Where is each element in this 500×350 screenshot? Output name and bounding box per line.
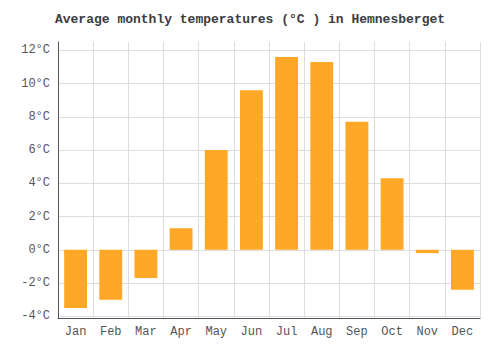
svg-text:4°C: 4°C (28, 176, 50, 190)
svg-text:-4°C: -4°C (21, 309, 50, 323)
svg-text:10°C: 10°C (21, 77, 50, 91)
svg-text:12°C: 12°C (21, 43, 50, 57)
svg-text:8°C: 8°C (28, 110, 50, 124)
svg-text:-2°C: -2°C (21, 276, 50, 290)
svg-text:Average monthly temperatures (: Average monthly temperatures (°C ) in He… (55, 12, 445, 27)
svg-text:May: May (205, 325, 227, 339)
svg-text:0°C: 0°C (28, 243, 50, 257)
svg-text:6°C: 6°C (28, 143, 50, 157)
svg-text:Aug: Aug (311, 325, 333, 339)
svg-text:Oct: Oct (381, 325, 403, 339)
svg-text:Jan: Jan (65, 325, 87, 339)
svg-text:Sep: Sep (346, 325, 368, 339)
svg-text:Feb: Feb (100, 325, 122, 339)
svg-text:Dec: Dec (452, 325, 474, 339)
svg-text:Jun: Jun (241, 325, 263, 339)
svg-text:Jul: Jul (276, 325, 298, 339)
svg-text:Mar: Mar (135, 325, 157, 339)
svg-text:2°C: 2°C (28, 210, 50, 224)
svg-text:Apr: Apr (170, 325, 192, 339)
svg-text:Nov: Nov (416, 325, 438, 339)
